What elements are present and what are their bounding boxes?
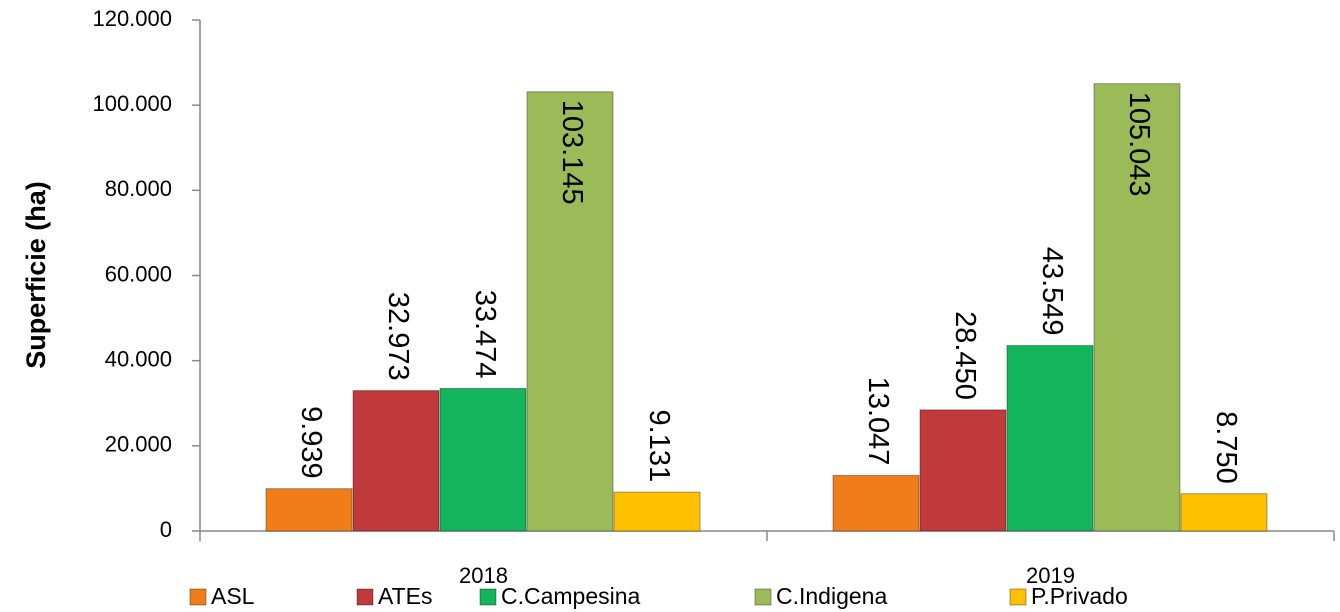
bar bbox=[1093, 83, 1181, 532]
data-label: 28.450 bbox=[949, 311, 981, 400]
legend-label: ATEs bbox=[378, 583, 433, 609]
y-tick-label: 60.000 bbox=[105, 261, 172, 286]
y-tick-label: 40.000 bbox=[105, 346, 172, 371]
data-label: 33.474 bbox=[469, 290, 501, 379]
y-tick-label: 100.000 bbox=[92, 91, 172, 116]
data-label: 9.131 bbox=[643, 410, 675, 483]
bar bbox=[1006, 345, 1094, 532]
legend-swatch bbox=[189, 588, 207, 606]
x-tick-label: 2019 bbox=[1026, 563, 1075, 588]
bar bbox=[919, 409, 1007, 532]
data-label: 13.047 bbox=[862, 377, 894, 466]
y-axis-title: Superficie (ha) bbox=[21, 181, 51, 369]
x-tick-label: 2018 bbox=[459, 563, 508, 588]
y-tick-label: 0 bbox=[160, 517, 172, 542]
data-label: 32.973 bbox=[382, 292, 414, 381]
legend-label: C.Campesina bbox=[501, 583, 641, 609]
legend-label: P.Privado bbox=[1031, 583, 1128, 609]
legend-swatch bbox=[1009, 588, 1027, 606]
y-tick-label: 120.000 bbox=[92, 6, 172, 31]
legend-swatch bbox=[754, 588, 772, 606]
data-label: 43.549 bbox=[1036, 247, 1068, 336]
legend-label: C.Indigena bbox=[776, 583, 887, 609]
legend-swatch bbox=[479, 588, 497, 606]
data-label: 103.145 bbox=[556, 100, 588, 205]
data-label: 105.043 bbox=[1123, 92, 1155, 197]
bar bbox=[1180, 493, 1268, 532]
y-tick-label: 80.000 bbox=[105, 176, 172, 201]
bar bbox=[613, 491, 701, 532]
bar bbox=[439, 387, 527, 532]
bar bbox=[832, 474, 920, 532]
bar bbox=[352, 390, 440, 532]
legend-swatch bbox=[356, 588, 374, 606]
data-label: 8.750 bbox=[1210, 411, 1242, 484]
legend-label: ASL bbox=[211, 583, 255, 609]
data-label: 9.939 bbox=[295, 406, 327, 479]
y-tick-label: 20.000 bbox=[105, 432, 172, 457]
bar bbox=[526, 91, 614, 532]
bar bbox=[265, 488, 353, 532]
